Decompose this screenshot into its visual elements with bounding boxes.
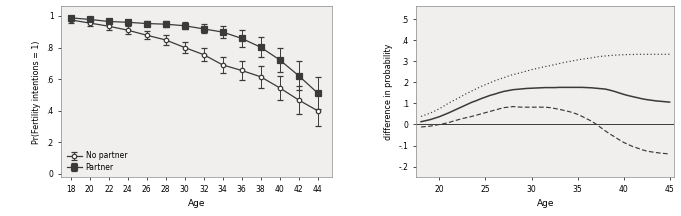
Y-axis label: difference in probability: difference in probability: [384, 44, 394, 140]
X-axis label: Age: Age: [537, 199, 554, 208]
X-axis label: Age: Age: [188, 199, 206, 208]
Y-axis label: Pr(Fertility intentions = 1): Pr(Fertility intentions = 1): [32, 40, 41, 144]
Legend: No partner, Partner: No partner, Partner: [65, 150, 129, 173]
